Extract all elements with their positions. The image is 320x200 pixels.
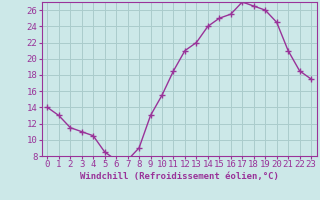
X-axis label: Windchill (Refroidissement éolien,°C): Windchill (Refroidissement éolien,°C)	[80, 172, 279, 181]
